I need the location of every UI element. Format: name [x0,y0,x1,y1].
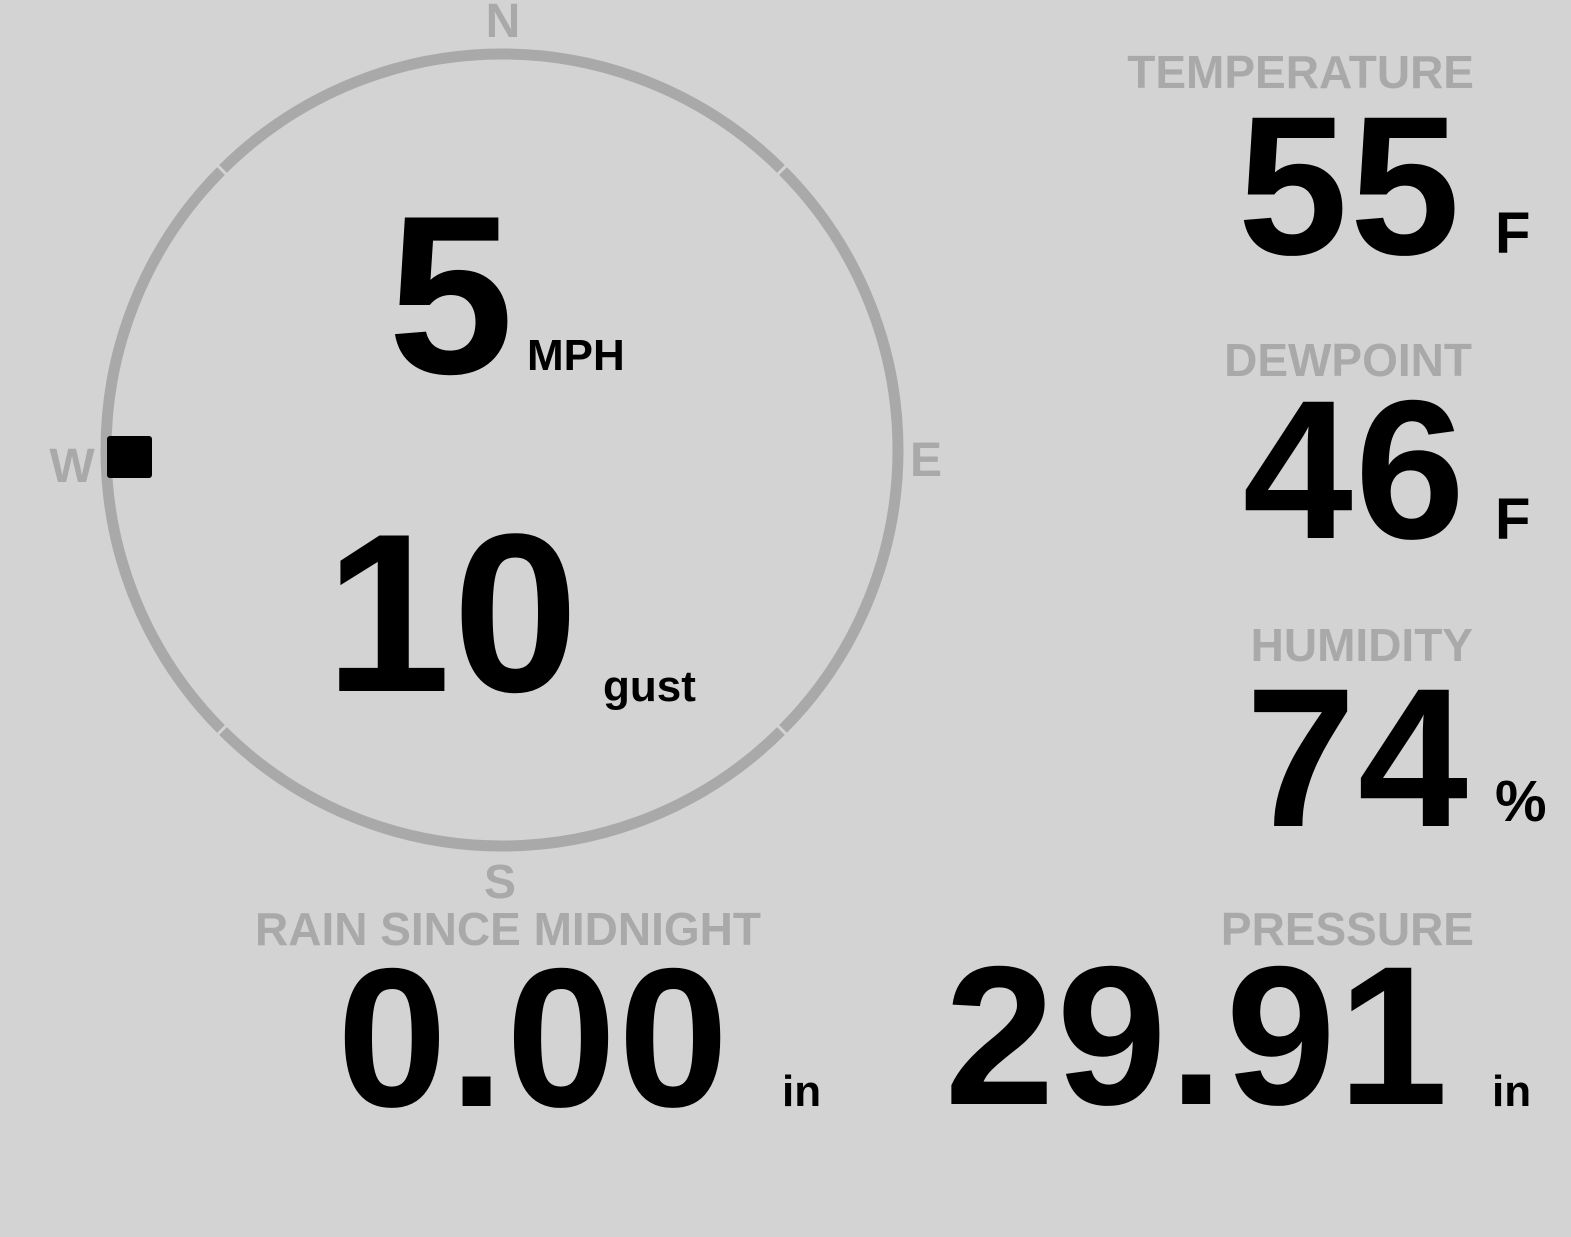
temperature-value: 55 [1237,75,1462,296]
temperature-label: TEMPERATURE [1127,46,1474,98]
compass-label-east: E [909,434,943,487]
humidity-unit: % [1495,769,1547,834]
wind-speed-unit: MPH [527,331,625,380]
temperature-unit: F [1495,201,1531,266]
compass-label-south: S [483,856,517,909]
wind-direction-marker-icon [107,436,152,478]
rain-value: 0.00 [337,927,731,1148]
dewpoint-value: 46 [1242,359,1467,580]
pressure-unit: in [1492,1067,1532,1116]
humidity-value: 74 [1245,647,1470,868]
pressure-label: PRESSURE [1220,903,1474,955]
wind-gust-unit: gust [603,662,696,711]
compass-label-west: W [49,440,95,493]
compass-ring-icon [100,48,904,852]
rain-unit: in [782,1067,822,1116]
compass-label-north: N [485,0,521,48]
dewpoint-unit: F [1495,487,1531,552]
humidity-label: HUMIDITY [1250,619,1473,671]
wind-speed-value: 5 [388,168,516,421]
rain-label: RAIN SINCE MIDNIGHT [255,903,761,955]
pressure-value: 29.91 [944,925,1450,1146]
dewpoint-label: DEWPOINT [1224,334,1472,386]
wind-gust-value: 10 [325,486,581,739]
